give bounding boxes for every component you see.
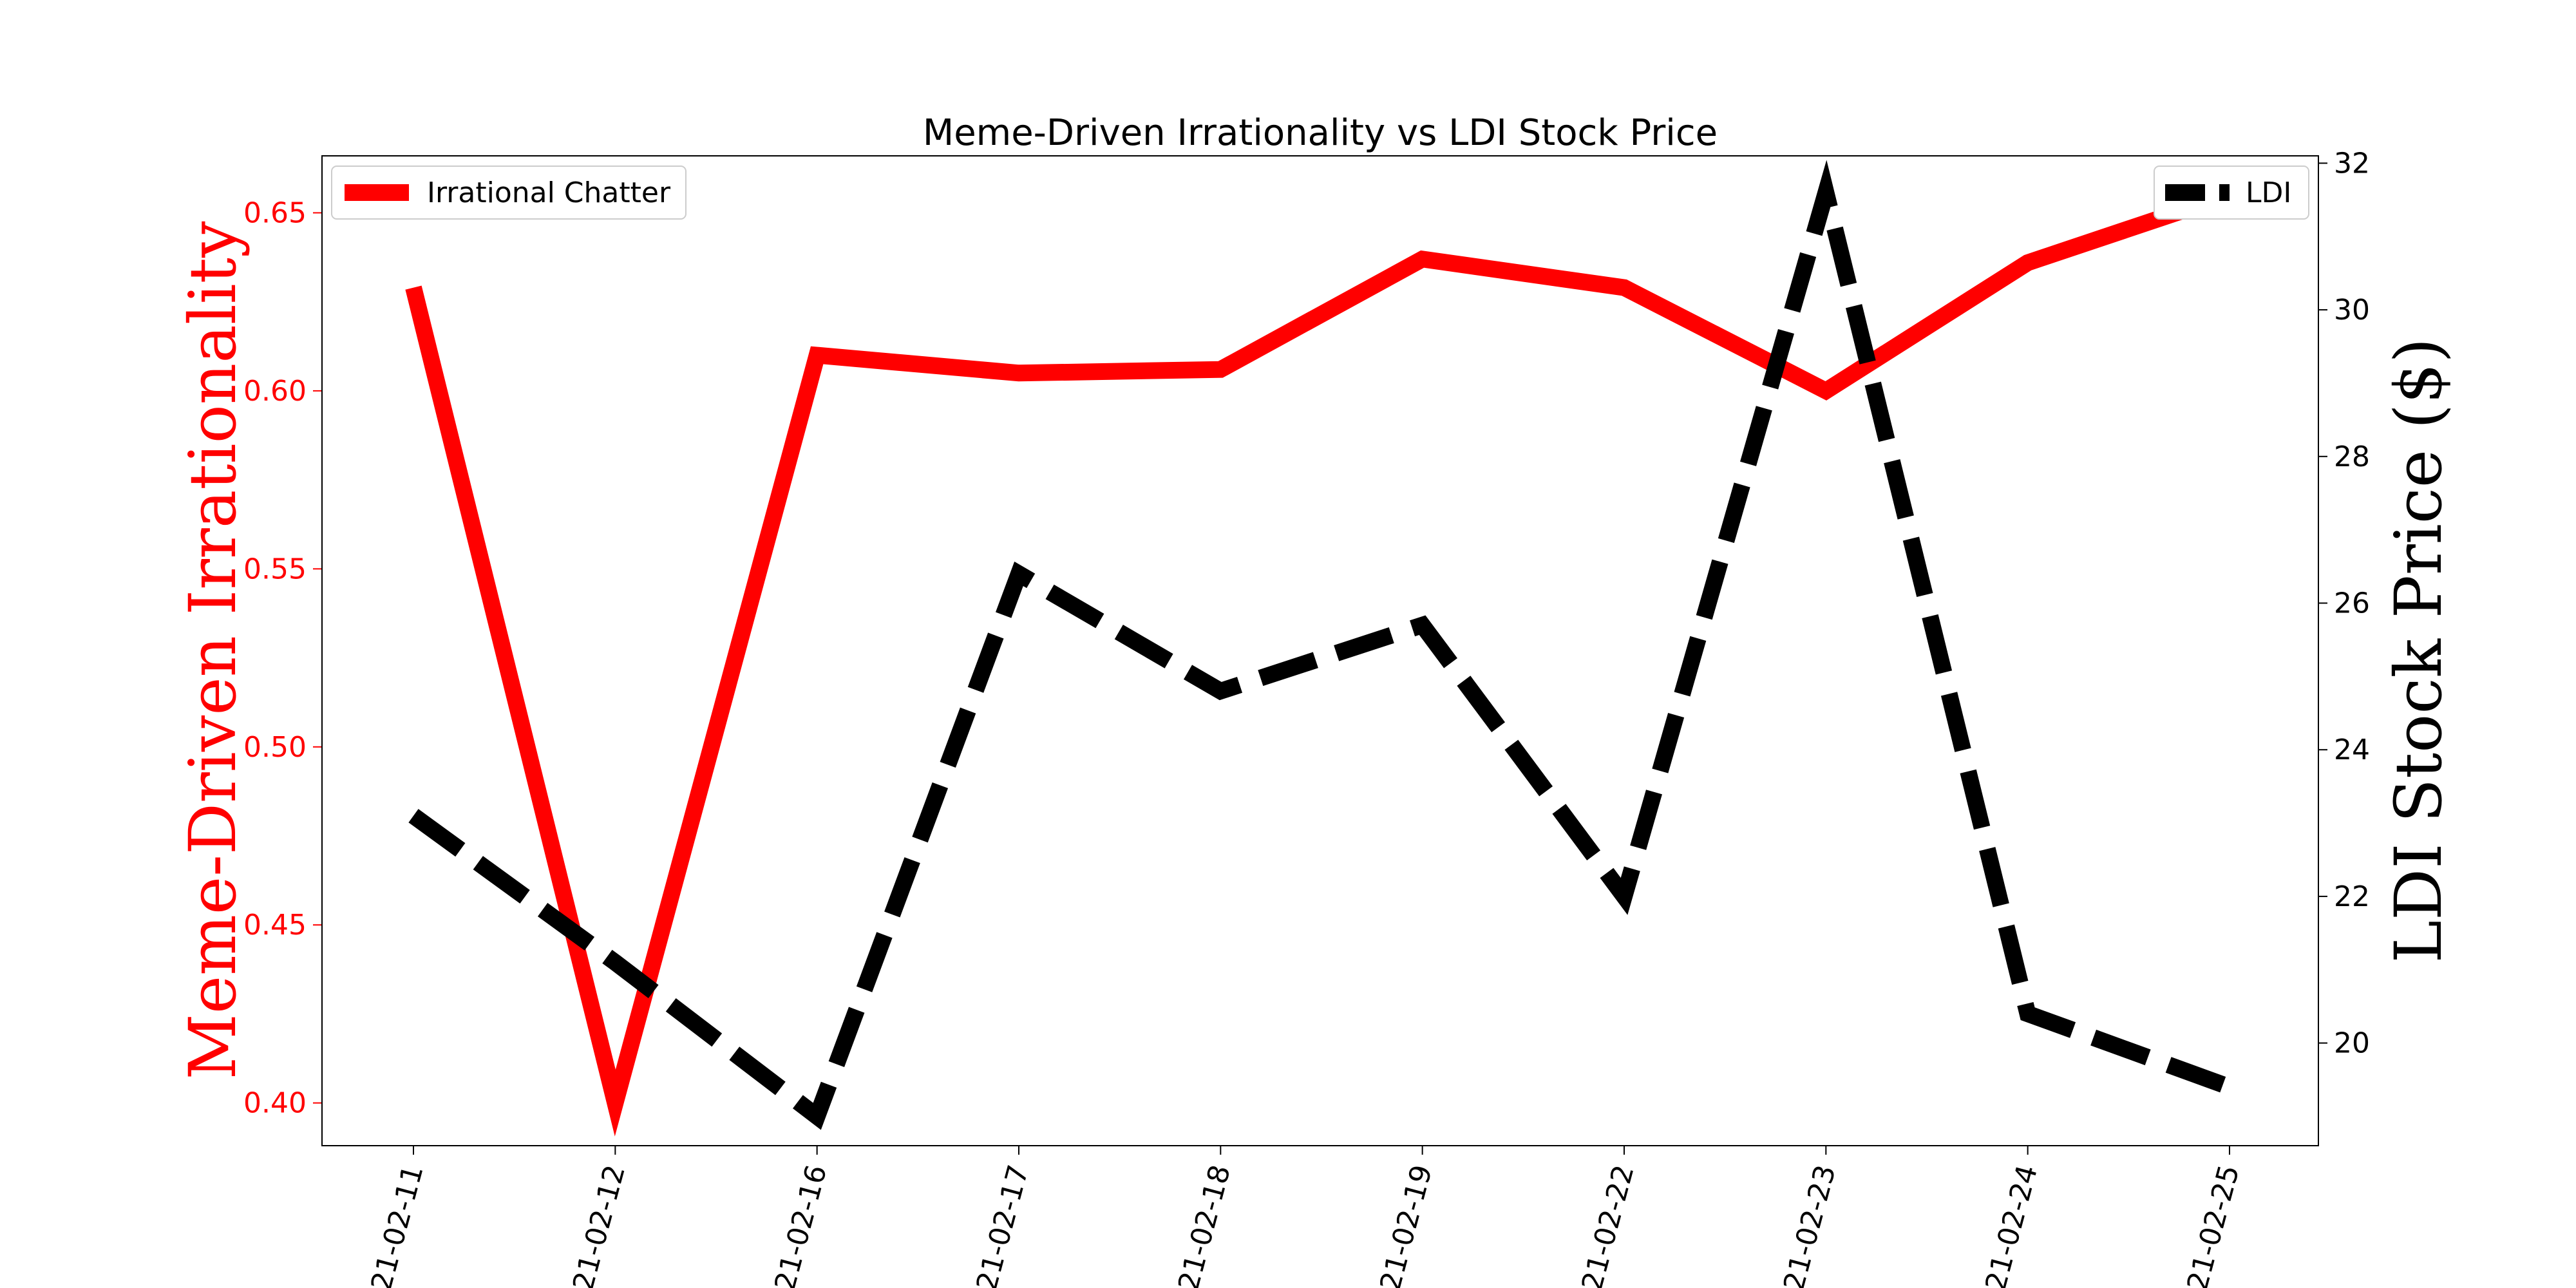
y-right-tick-label: 28 <box>2334 440 2370 473</box>
y-right-tick-label: 26 <box>2334 587 2370 620</box>
y-axis-left-label: Meme-Driven Irrationality <box>175 221 251 1079</box>
y-left-tick-label: 0.65 <box>243 196 307 229</box>
y-right-tick-label: 32 <box>2334 147 2370 180</box>
legend-ldi-label: LDI <box>2246 176 2291 209</box>
y-left-tick-label: 0.60 <box>243 375 307 408</box>
legend-left-box <box>331 166 687 220</box>
legend-left: Irrational Chatter <box>331 166 687 220</box>
y-left-tick-label: 0.55 <box>243 553 307 585</box>
y-right-tick-label: 24 <box>2334 734 2370 766</box>
chart-title: Meme-Driven Irrationality vs LDI Stock P… <box>923 112 1718 154</box>
y-left-tick-label: 0.50 <box>243 731 307 764</box>
series-line-ldi <box>408 160 2233 1130</box>
y-right-tick-label: 22 <box>2334 880 2370 913</box>
y-axis-right-label: LDI Stock Price ($) <box>2381 338 2456 963</box>
y-left-tick-label: 0.40 <box>243 1087 307 1120</box>
y-right-tick-label: 20 <box>2334 1027 2370 1060</box>
series-line-irrational-chatter <box>405 187 2233 1137</box>
plot-frame <box>321 155 2319 1146</box>
legend-right: LDI <box>2154 166 2309 220</box>
legend-right-box <box>2154 166 2309 220</box>
y-left-tick-label: 0.45 <box>243 909 307 942</box>
legend-irrational-chatter-label: Irrational Chatter <box>427 176 671 209</box>
y-right-tick-label: 30 <box>2334 294 2370 327</box>
